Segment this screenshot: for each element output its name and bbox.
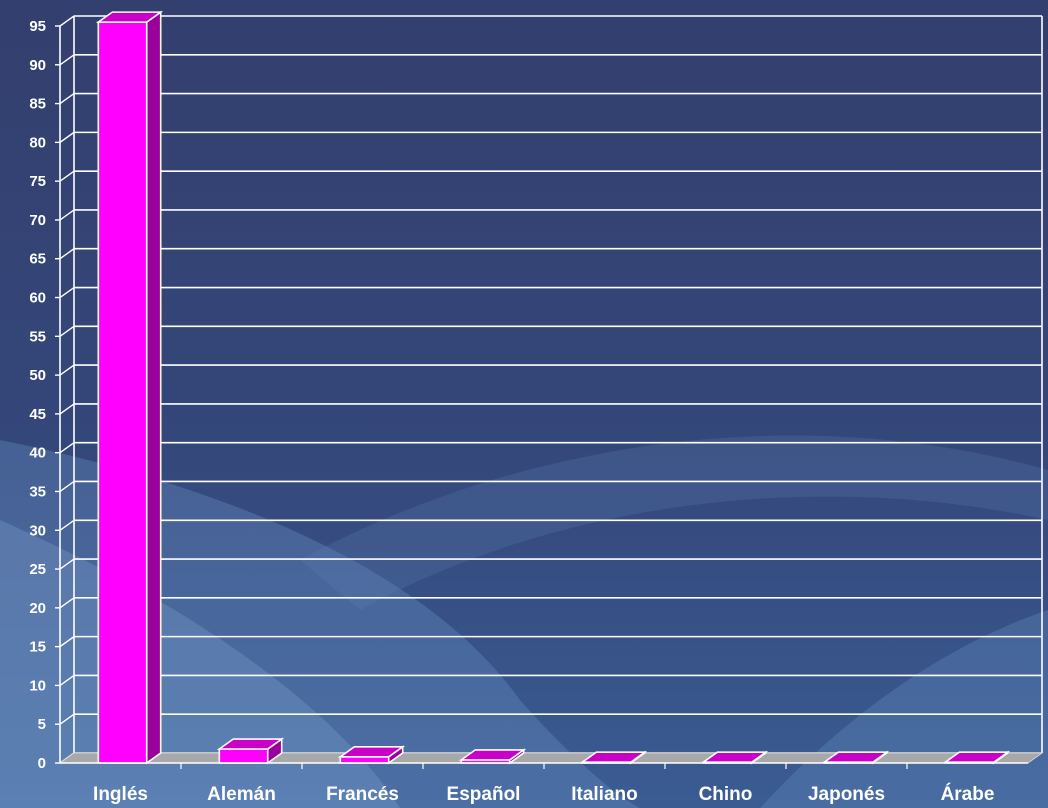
bar-2 <box>216 737 285 765</box>
y-tick-label: 30 <box>29 522 46 539</box>
x-tick-label: Inglés <box>93 784 148 805</box>
y-axis-ticks: 0 5 10 15 20 25 30 35 40 45 50 55 60 65 70 75 80 85 90 95 <box>29 18 60 772</box>
bar-top <box>216 738 285 750</box>
y-tick-label: 0 <box>38 755 46 772</box>
x-tick-label: Italiano <box>571 784 638 805</box>
y-tick-label: 45 <box>29 406 46 423</box>
gridlines <box>59 15 1043 764</box>
x-tick-label: Árabe <box>941 783 995 805</box>
y-tick-label: 40 <box>29 445 46 462</box>
chart-floor <box>58 752 1044 764</box>
bar-1 <box>95 10 164 765</box>
y-tick-label: 25 <box>29 561 46 578</box>
x-tick-label: Chino <box>699 784 753 805</box>
gridline-side <box>59 636 75 648</box>
y-tick-label: 50 <box>29 367 46 384</box>
floor-plane <box>58 752 1044 764</box>
gridline-side <box>59 713 75 725</box>
bars <box>95 10 1011 765</box>
gridline-side <box>59 325 75 337</box>
y-tick-label: 85 <box>29 96 46 113</box>
bar-front <box>339 755 390 764</box>
gridline-side <box>59 364 75 376</box>
y-tick-label: 65 <box>29 251 46 268</box>
y-tick-label: 60 <box>29 290 46 307</box>
bar-top <box>95 11 164 23</box>
y-tick-label: 35 <box>29 483 46 500</box>
gridline-side <box>59 93 75 105</box>
gridline-side <box>59 403 75 415</box>
bar-side <box>145 10 162 765</box>
y-tick-label: 15 <box>29 639 46 656</box>
x-tick-label: Francés <box>326 784 399 805</box>
gridline-side <box>59 558 75 570</box>
y-tick-label: 90 <box>29 57 46 74</box>
bar-top <box>458 749 527 761</box>
gridline-side <box>59 170 75 182</box>
x-tick-label: Japonés <box>808 784 885 805</box>
bar-front <box>97 21 148 764</box>
y-tick-label: 5 <box>38 716 46 733</box>
bar-3 <box>337 745 406 765</box>
gridline-side <box>59 54 75 66</box>
gridline-side <box>59 480 75 493</box>
y-tick-label: 20 <box>29 600 46 617</box>
gridline-side <box>59 131 75 143</box>
y-tick-label: 75 <box>29 173 46 190</box>
bar-top <box>337 745 406 758</box>
y-tick-label: 70 <box>29 212 46 229</box>
gridline-side <box>59 674 75 686</box>
gridline-side <box>59 286 75 299</box>
x-tick-label: Alemán <box>207 784 276 805</box>
y-tick-label: 95 <box>29 18 46 35</box>
y-tick-label: 55 <box>29 328 46 345</box>
gridline-side <box>59 15 75 27</box>
x-axis-labels: Inglés Alemán Francés Español Italiano Chino J… <box>60 762 1028 805</box>
gridline-side <box>59 209 75 221</box>
bar-front <box>218 748 269 764</box>
y-tick-label: 80 <box>29 134 46 151</box>
gridline-side <box>59 519 75 531</box>
x-tick-label: Español <box>447 784 521 805</box>
gridline-side <box>59 248 75 260</box>
y-tick-label: 10 <box>29 677 46 694</box>
gridline-side <box>59 442 75 454</box>
gridline-side <box>59 597 75 609</box>
